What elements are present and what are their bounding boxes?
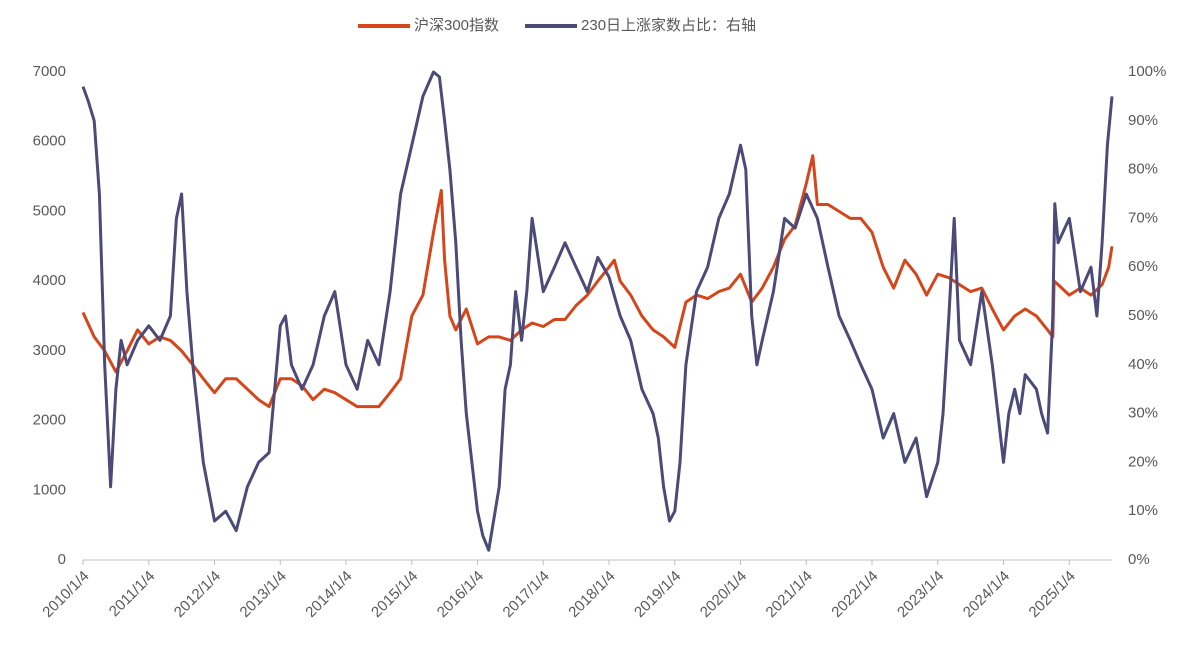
- x-tick-label: 2021/1/4: [763, 568, 816, 621]
- x-tick-label: 2010/1/4: [39, 568, 92, 621]
- x-tick-label: 2014/1/4: [302, 568, 355, 621]
- series-line: [81, 154, 1114, 409]
- y2-tick-label: 70%: [1128, 209, 1158, 226]
- y2-tick-label: 30%: [1128, 405, 1158, 422]
- y2-tick-label: 80%: [1128, 161, 1158, 178]
- x-tick-label: 2013/1/4: [237, 568, 290, 621]
- x-tick-label: 2019/1/4: [631, 568, 684, 621]
- y-tick-label: 1000: [33, 481, 66, 498]
- y-tick-label: 5000: [33, 202, 66, 219]
- y2-tick-label: 20%: [1128, 453, 1158, 470]
- y2-tick-label: 100%: [1128, 63, 1166, 80]
- series-line: [81, 70, 1114, 552]
- y2-tick-label: 60%: [1128, 258, 1158, 275]
- y2-tick-label: 50%: [1128, 307, 1158, 324]
- y2-tick-label: 90%: [1128, 112, 1158, 129]
- x-tick-label: 2012/1/4: [171, 568, 224, 621]
- x-tick-label: 2015/1/4: [368, 568, 421, 621]
- y2-tick-label: 0%: [1128, 551, 1150, 568]
- x-tick-label: 2023/1/4: [894, 568, 947, 621]
- y2-tick-label: 40%: [1128, 356, 1158, 373]
- y-tick-label: 2000: [33, 412, 66, 429]
- y-tick-label: 3000: [33, 342, 66, 359]
- legend-label: 230日上涨家数占比：右轴: [581, 17, 756, 34]
- x-tick-label: 2017/1/4: [500, 568, 553, 621]
- x-tick-label: 2020/1/4: [697, 568, 750, 621]
- x-tick-label: 2025/1/4: [1026, 568, 1079, 621]
- x-tick-label: 2016/1/4: [434, 568, 487, 621]
- x-tick-label: 2024/1/4: [960, 568, 1013, 621]
- y-tick-label: 0: [58, 551, 66, 568]
- y-tick-label: 6000: [33, 133, 66, 150]
- x-tick-label: 2018/1/4: [565, 568, 618, 621]
- y-tick-label: 7000: [33, 63, 66, 80]
- legend-label: 沪深300指数: [414, 17, 499, 34]
- y2-tick-label: 10%: [1128, 502, 1158, 519]
- x-tick-label: 2011/1/4: [106, 568, 159, 621]
- x-tick-label: 2022/1/4: [828, 568, 881, 621]
- y-tick-label: 4000: [33, 272, 66, 289]
